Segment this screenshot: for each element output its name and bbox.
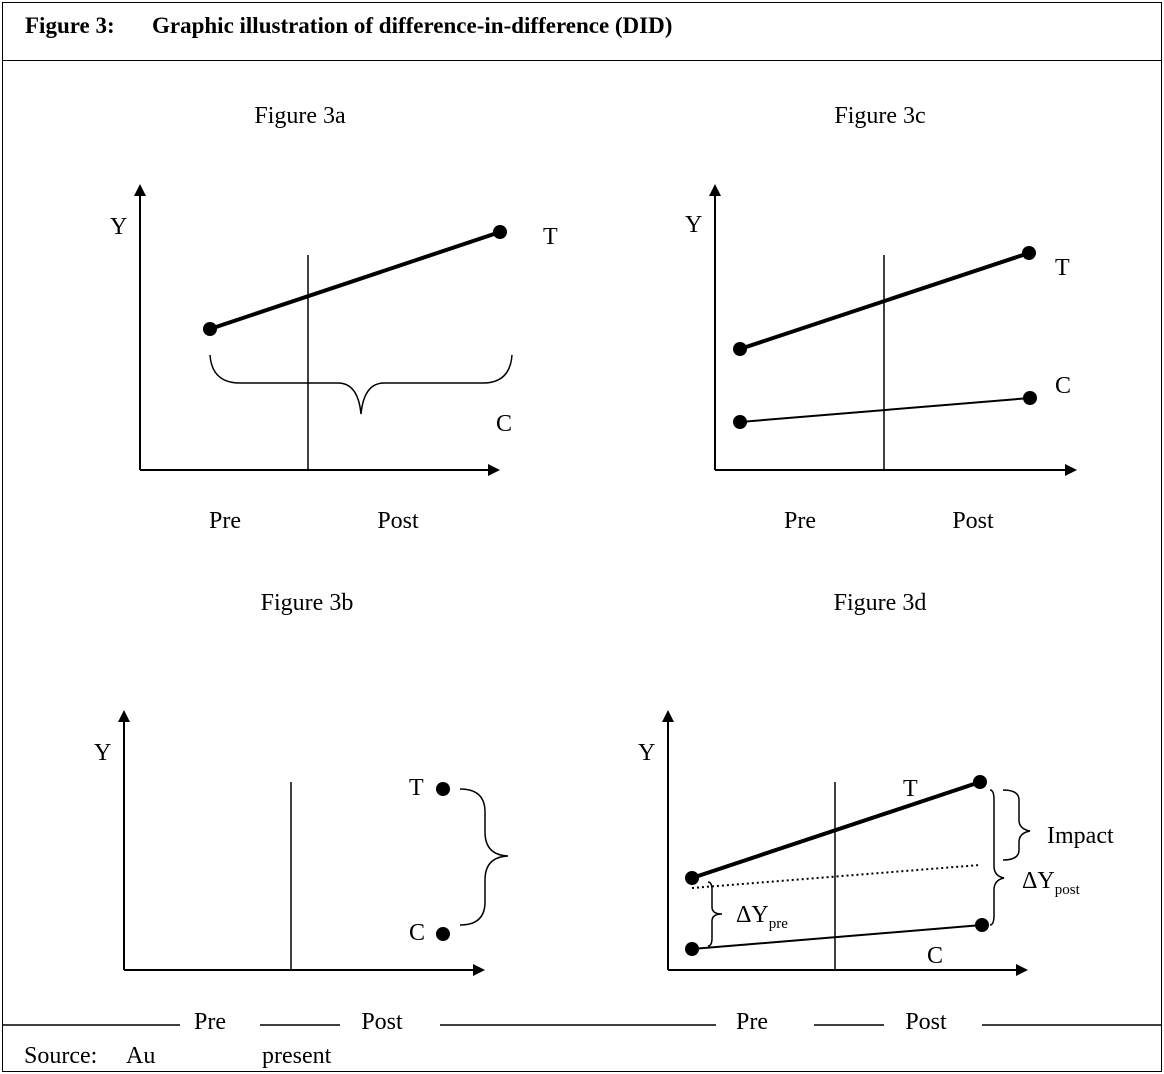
panel-caption-3b: Figure 3b: [261, 590, 354, 616]
treatment-pre-point-3c: [733, 342, 747, 356]
control-post-point-3d: [975, 918, 989, 932]
counterfactual-line-3d: [691, 864, 981, 889]
y-axis-label-3b: Y: [94, 740, 111, 766]
x-post-label-3c: Post: [952, 508, 994, 534]
treatment-label-3c: T: [1055, 255, 1070, 281]
figure-number: Figure 3:: [25, 13, 115, 38]
x-pre-label-3c: Pre: [784, 508, 816, 534]
brace-delta-post: [989, 789, 1005, 926]
source-backdrop: [20, 1030, 195, 1070]
y-axis-label-3c: Y: [685, 212, 702, 238]
treatment-line-3d: [691, 780, 981, 880]
panel-caption-3d: Figure 3d: [834, 590, 927, 616]
control-label-3a: C: [496, 411, 512, 437]
x-pre-label-3d: Pre: [736, 1009, 768, 1035]
control-line-3c: [739, 397, 1031, 423]
x-pre-label-3a: Pre: [209, 508, 241, 534]
control-line-3d: [691, 924, 983, 950]
treatment-label-3a: T: [543, 224, 558, 250]
post-label-backdrop-3b: [340, 1010, 440, 1040]
brace-delta-pre: [707, 881, 723, 947]
control-post-point-3c: [1023, 391, 1037, 405]
x-pre-label-3b: Pre: [194, 1009, 226, 1035]
figure-header: Figure 3: Graphic illustration of differ…: [3, 3, 1161, 61]
panel-caption-3a: Figure 3a: [254, 103, 346, 129]
control-pre-point-3c: [733, 415, 747, 429]
treatment-label-3d: T: [903, 776, 918, 802]
control-label-3b: C: [409, 920, 425, 946]
control-label-3c: C: [1055, 373, 1071, 399]
control-pre-point-3d: [685, 942, 699, 956]
pre-label-backdrop-3d: [716, 1010, 814, 1040]
control-point-3b: [436, 927, 450, 941]
y-axis-label-3a: Y: [110, 214, 127, 240]
treatment-pre-point-3d: [685, 871, 699, 885]
brace-3a: [209, 354, 513, 415]
x-post-label-3a: Post: [377, 508, 419, 534]
treatment-line-3c: [739, 251, 1030, 351]
panel-3d: Figure 3d Y T C ΔYpre Impact ΔYpost: [638, 590, 1114, 976]
panel-3a: Figure 3a Y T C Pre Post: [110, 103, 558, 534]
treatment-pre-point-3a: [203, 322, 217, 336]
treatment-label-3b: T: [409, 775, 424, 801]
panel-caption-3c: Figure 3c: [834, 103, 925, 129]
x-post-label-3d: Post: [905, 1009, 947, 1035]
source-text: Au: [126, 1043, 155, 1069]
delta-y-pre-label: ΔYpre: [736, 902, 788, 932]
treatment-post-point-3d: [973, 775, 987, 789]
impact-label: Impact: [1047, 823, 1114, 849]
panel-3c: Figure 3c Y T C Pre Post: [685, 103, 1077, 534]
treatment-post-point-3c: [1022, 246, 1036, 260]
panel-3b: Figure 3b Y T C: [94, 590, 509, 976]
source-text-tail: present: [262, 1043, 332, 1069]
pre-label-backdrop-3b: [180, 1010, 260, 1040]
treatment-point-3b: [436, 782, 450, 796]
x-post-label-3b: Post: [361, 1009, 403, 1035]
post-label-backdrop-3d: [884, 1010, 982, 1040]
brace-3b: [459, 788, 509, 926]
treatment-line-3a: [209, 230, 501, 331]
source-label: Source:: [24, 1043, 97, 1069]
brace-impact: [1002, 789, 1031, 861]
delta-y-post-label: ΔYpost: [1022, 868, 1081, 898]
figure-title: Graphic illustration of difference-in-di…: [152, 13, 673, 38]
control-label-3d: C: [927, 943, 943, 969]
treatment-post-point-3a: [493, 225, 507, 239]
y-axis-label-3d: Y: [638, 740, 655, 766]
